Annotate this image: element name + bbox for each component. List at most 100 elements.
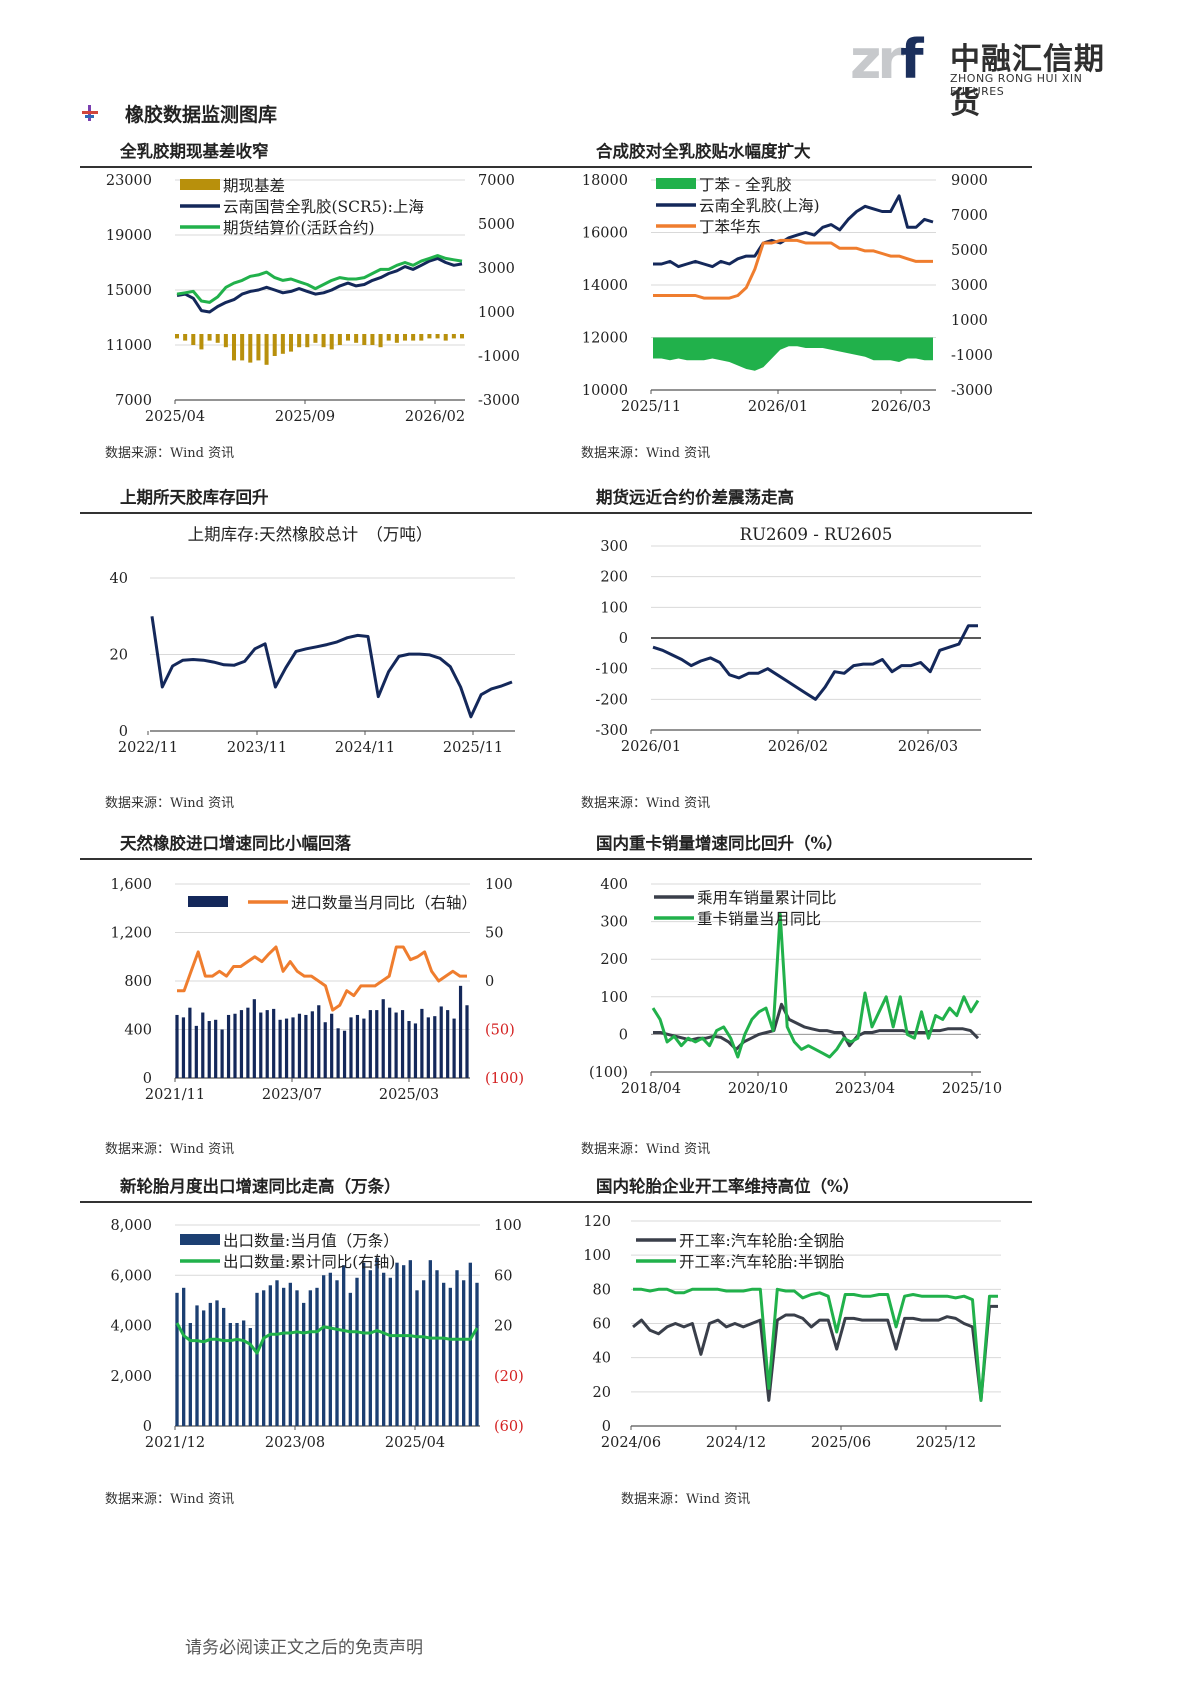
bar	[235, 1322, 239, 1426]
legend-label: 丁苯 - 全乳胶	[699, 176, 792, 194]
x-tick-label: 2022/11	[118, 740, 178, 756]
bar	[242, 1320, 246, 1426]
bar	[439, 1006, 443, 1078]
y-tick-label: 80	[593, 1282, 611, 1298]
panel-divider	[556, 858, 1032, 860]
bar	[428, 1260, 432, 1426]
bar	[455, 1270, 459, 1426]
y2-tick-label: 5000	[951, 243, 988, 259]
y-tick-label: 400	[124, 1023, 152, 1039]
bar	[329, 334, 334, 350]
bar	[195, 1305, 199, 1426]
bar	[378, 334, 383, 348]
bar	[233, 1013, 237, 1078]
line-series	[651, 912, 980, 1059]
bar	[208, 1302, 212, 1426]
bar	[362, 1262, 366, 1426]
y-tick-label: 40	[593, 1351, 611, 1367]
footer-disclaimer: 请务必阅读正文之后的免责声明	[185, 1638, 423, 1658]
chart-2: 18000 16000 14000 12000 10000 9000 7000 5000 300…	[582, 173, 993, 415]
company-name-cn: 中融汇信期货	[950, 42, 1105, 121]
x-tick-label: 2021/11	[145, 1087, 205, 1103]
bar	[304, 1014, 308, 1078]
bar	[362, 334, 367, 345]
bar	[459, 334, 465, 339]
y2-tick-label: 3000	[951, 278, 988, 294]
chart-title: 国内轮胎企业开工率维持高位（%）	[596, 1177, 860, 1196]
y-tick-label: 0	[619, 631, 628, 647]
chart-7: 8,000 6,000 4,000 2,000 0 100 60 20 (20) (60) 2021…	[110, 1218, 524, 1451]
chart-title: 期货远近合约价差震荡走高	[596, 488, 794, 507]
line-series	[633, 1287, 998, 1402]
bar	[194, 1025, 198, 1078]
y-tick-label: 120	[583, 1214, 611, 1230]
x-tick-label: 2025/09	[275, 409, 335, 425]
y-tick-label: 1,600	[110, 877, 152, 893]
chart-title: 上期所天胶库存回升	[120, 488, 269, 507]
bar	[433, 1016, 437, 1078]
y2-tick-label: -3000	[951, 383, 993, 399]
bar	[231, 334, 237, 361]
y-tick-label: 20	[110, 648, 128, 664]
y-tick-label: 11000	[106, 338, 152, 354]
panel-divider	[556, 166, 1032, 168]
x-tick-label: 2024/06	[601, 1435, 661, 1451]
legend-swatch	[188, 896, 228, 907]
bar	[240, 334, 245, 361]
bar	[256, 334, 261, 361]
panel-divider	[556, 1201, 1032, 1203]
bar	[228, 1322, 232, 1426]
bar	[335, 1280, 339, 1426]
bar	[207, 1021, 211, 1078]
bar	[370, 334, 375, 345]
y2-tick-label: (20)	[494, 1369, 524, 1385]
bar	[220, 1029, 224, 1078]
bar	[419, 334, 424, 341]
bar	[297, 1013, 302, 1078]
legend-label: 重卡销量当月同比	[697, 910, 821, 928]
bar	[214, 1019, 218, 1078]
bar	[259, 1012, 263, 1078]
line-series	[176, 256, 463, 314]
y-tick-label: 1,200	[110, 926, 152, 942]
bar	[310, 1011, 314, 1078]
line-series	[653, 238, 933, 300]
y-tick-label: 100	[583, 1248, 611, 1264]
y-tick-label: 19000	[106, 228, 152, 244]
bar	[275, 1280, 279, 1426]
bar	[323, 1022, 327, 1078]
bar	[336, 1028, 340, 1078]
y-tick-label: 40	[110, 571, 128, 587]
y-tick-label: 0	[119, 724, 128, 740]
y2-tick-label: 100	[485, 877, 513, 893]
panel-divider	[80, 512, 556, 514]
bar	[355, 1014, 360, 1078]
x-tick-label: 2025/04	[385, 1435, 445, 1451]
x-tick-label: 2025/12	[916, 1435, 976, 1451]
section-marker-icon	[82, 105, 98, 121]
y-tick-label: 300	[600, 539, 628, 555]
bar	[272, 334, 277, 356]
x-tick-label: 2025/10	[942, 1081, 1002, 1097]
y-tick-label: 2,000	[110, 1369, 152, 1385]
chart-6: 400 300 200 100 0 (100)2018/04 2020/10 2023/04 2…	[589, 877, 1002, 1097]
bar	[354, 334, 359, 343]
bar	[188, 1322, 192, 1426]
bar	[288, 334, 294, 352]
bar	[328, 1272, 332, 1426]
legend-label: 开工率:汽车轮胎:全钢胎	[679, 1232, 844, 1250]
y2-tick-label: -1000	[478, 349, 520, 365]
y2-tick-label: 50	[485, 926, 503, 942]
bar	[265, 1010, 269, 1078]
y-tick-label: 23000	[106, 173, 152, 189]
y2-tick-label: 5000	[478, 217, 515, 233]
y2-tick-label: 1000	[478, 305, 515, 321]
y-tick-label: -200	[595, 692, 628, 708]
line-series	[175, 1322, 479, 1355]
y-tick-label: 100	[600, 600, 628, 616]
y-tick-label: 8,000	[110, 1218, 152, 1234]
y2-tick-label: -3000	[478, 393, 520, 409]
bar	[202, 1310, 206, 1426]
bar	[368, 1270, 372, 1426]
